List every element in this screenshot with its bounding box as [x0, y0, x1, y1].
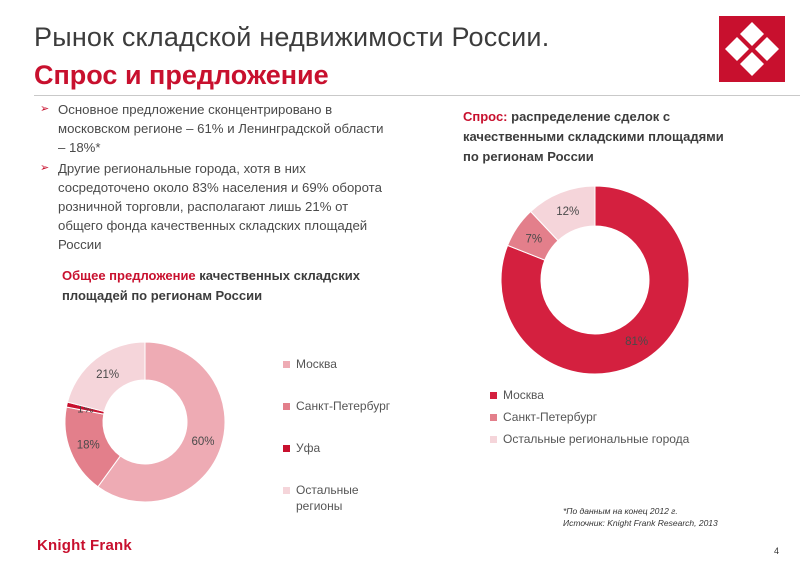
slice-value-label: 18% [77, 439, 100, 451]
legend-item: Санкт-Петербург [283, 398, 393, 440]
legend-label: Остальные регионы [296, 483, 359, 513]
legend-swatch [283, 445, 290, 452]
legend-swatch [490, 414, 497, 421]
slice-value-label: 21% [96, 369, 119, 381]
legend-item: Санкт-Петербург [490, 409, 750, 431]
demand-donut-chart: 81% 7% 12% [500, 185, 690, 375]
legend-swatch [283, 403, 290, 410]
bullet-list: ➢ Основное предложение сконцентрировано … [40, 100, 385, 256]
demand-chart-title: Спрос: распределение сделок с качественн… [463, 107, 733, 167]
bullet-arrow-icon: ➢ [40, 162, 50, 174]
legend-swatch [283, 361, 290, 368]
legend-swatch [490, 436, 497, 443]
footnote-date: *По данным на конец 2012 г. [563, 506, 678, 516]
slide-subtitle: Спрос и предложение [34, 60, 329, 90]
demand-chart-title-rest: распределение сделок с качественными скл… [463, 109, 724, 164]
knight-frank-mark-logo [719, 16, 785, 82]
legend-item: Москва [490, 387, 750, 409]
legend-label: Уфа [296, 441, 321, 455]
donut-slice [66, 341, 146, 413]
donut-slice [97, 341, 226, 503]
legend-label: Санкт-Петербург [503, 410, 598, 424]
slice-value-label: 7% [525, 233, 542, 245]
bullet-text: Другие региональные города, хотя в них с… [58, 161, 382, 252]
slice-value-label: 12% [556, 206, 579, 218]
bullet-item: ➢ Другие региональные города, хотя в них… [40, 159, 385, 254]
supply-chart-title-accent: Общее предложение [62, 268, 196, 283]
legend-label: Москва [296, 357, 337, 371]
demand-chart-legend: Москва Санкт-Петербург Остальные региональ… [490, 387, 750, 453]
supply-donut-chart: 60%18%1%21% [64, 341, 226, 503]
footnote: *По данным на конец 2012 г. Источник: Kn… [563, 505, 718, 529]
legend-item: Москва [283, 356, 393, 398]
supply-chart-title: Общее предложение качественных складских… [62, 266, 362, 306]
footnote-source: Источник: Knight Frank Research, 2013 [563, 518, 718, 528]
bullet-arrow-icon: ➢ [40, 103, 50, 115]
slice-value-label: 81% [625, 336, 648, 348]
legend-item: Остальные региональные города [490, 431, 750, 453]
bullet-text: Основное предложение сконцентрировано в … [58, 102, 384, 155]
legend-label: Санкт-Петербург [296, 399, 391, 413]
donut-slice [500, 185, 690, 375]
slide-title: Рынок складской недвижимости России. [34, 22, 550, 52]
knight-frank-logo: Knight Frank [37, 537, 132, 554]
slice-value-label: 60% [191, 436, 214, 448]
page-number: 4 [774, 546, 780, 556]
donut-slice [529, 185, 596, 242]
demand-chart-title-accent: Спрос: [463, 109, 508, 124]
legend-swatch [283, 487, 290, 494]
legend-label: Москва [503, 388, 544, 402]
legend-item: Уфа [283, 440, 393, 482]
legend-label: Остальные региональные города [503, 432, 690, 446]
bullet-item: ➢ Основное предложение сконцентрировано … [40, 100, 385, 157]
supply-chart-legend: Москва Санкт-Петербург Уфа Остальные регион… [283, 356, 393, 524]
legend-item: Остальные регионы [283, 482, 393, 524]
header-divider [34, 95, 800, 96]
supply-chart-title-rest: качественных складских площадей по регио… [62, 268, 361, 303]
legend-swatch [490, 392, 497, 399]
